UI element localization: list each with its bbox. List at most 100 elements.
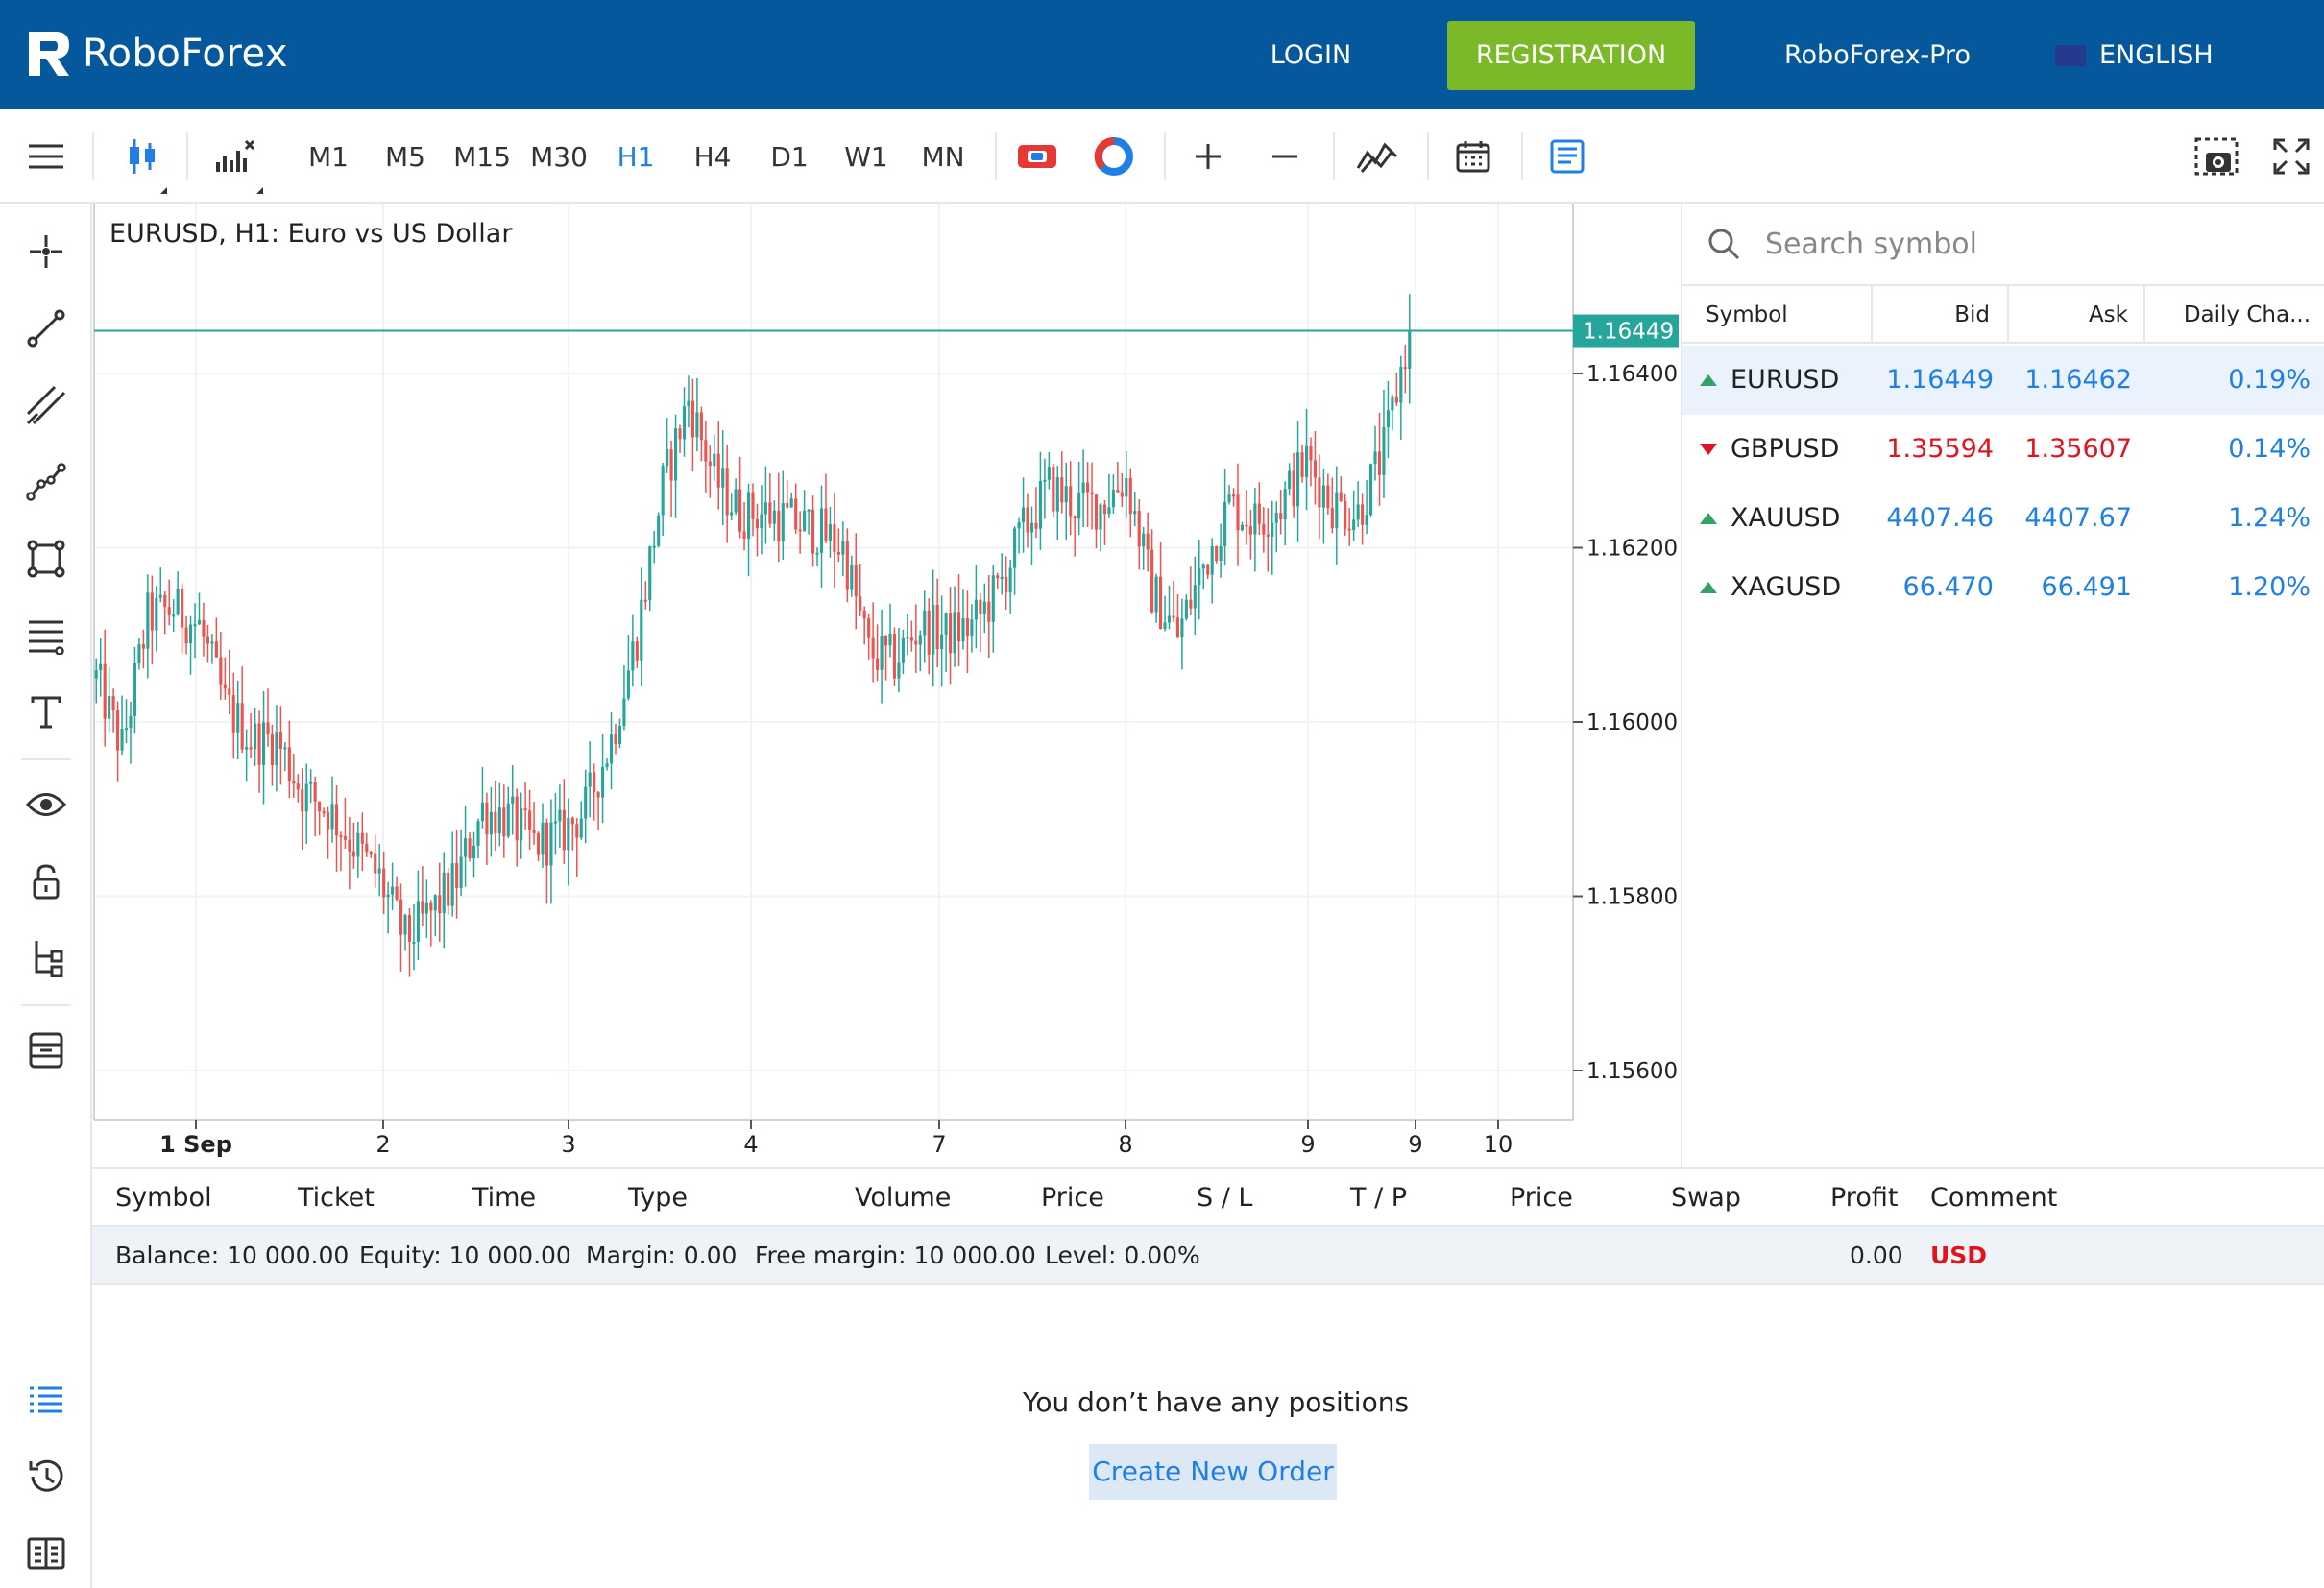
crosshair-icon[interactable] <box>17 223 75 280</box>
candle-body <box>626 670 630 699</box>
candle-body <box>1356 504 1360 520</box>
col-take-profit[interactable]: T / P <box>1350 1183 1408 1213</box>
candle-body <box>1240 524 1245 531</box>
lock-icon[interactable] <box>17 853 75 910</box>
zoom-in-icon[interactable] <box>1181 109 1235 204</box>
arrow-up-icon <box>1700 582 1717 593</box>
timeframe-h4[interactable]: H4 <box>693 140 732 173</box>
candle-body <box>549 822 553 866</box>
current-price-badge <box>1573 314 1679 348</box>
eye-icon[interactable] <box>17 776 75 833</box>
arrow-up-icon <box>1700 513 1717 524</box>
col-volume[interactable]: Volume <box>855 1183 952 1213</box>
timeframe-h1[interactable]: H1 <box>617 140 655 173</box>
chart-settings-icon[interactable] <box>1087 109 1141 204</box>
col-comment[interactable]: Comment <box>1930 1183 2058 1213</box>
fullscreen-icon[interactable] <box>2264 109 2318 204</box>
candle-body <box>515 796 519 841</box>
watchlist-row[interactable]: XAUUSD 4407.46 4407.67 1.24% <box>1682 484 2324 553</box>
candle-body <box>640 599 643 661</box>
candle-body <box>605 763 609 768</box>
column-bid[interactable]: Bid <box>1954 302 1990 327</box>
text-icon[interactable] <box>17 684 75 741</box>
candlestick-chart[interactable]: 1.16400 1.16200 1.16000 1.15800 1.15600 1 Sep… <box>92 204 1681 1167</box>
drawing-signal-icon[interactable] <box>1350 109 1404 204</box>
col-price[interactable]: Price <box>1041 1183 1104 1213</box>
parallel-lines-icon[interactable] <box>17 376 75 434</box>
timeframe-d1[interactable]: D1 <box>770 140 809 173</box>
candle-body <box>464 838 468 857</box>
candle-body <box>798 529 802 532</box>
candle-body <box>339 835 343 838</box>
col-type[interactable]: Type <box>628 1183 689 1213</box>
archive-icon[interactable] <box>17 1022 75 1079</box>
candle-body <box>1304 445 1309 477</box>
candle-body <box>1120 492 1124 497</box>
drawing-tools-sidebar <box>0 204 92 1588</box>
trendline-icon[interactable] <box>17 300 75 357</box>
history-icon[interactable] <box>17 1448 75 1505</box>
watchlist-row[interactable]: EURUSD 1.16449 1.16462 0.19% <box>1682 346 2324 415</box>
divider <box>1164 132 1166 180</box>
candle-body <box>901 638 905 663</box>
login-link[interactable]: LOGIN <box>1270 40 1352 70</box>
compare-icon[interactable] <box>1010 109 1064 204</box>
search-input[interactable] <box>1765 227 2264 261</box>
candle-body <box>897 662 901 679</box>
candle-body <box>884 635 888 646</box>
calendar-icon[interactable] <box>1446 109 1500 204</box>
symbol-search[interactable] <box>1682 204 2324 286</box>
document-icon[interactable] <box>1540 109 1594 204</box>
price-chart[interactable]: 1.16400 1.16200 1.16000 1.15800 1.15600 1 Sep… <box>92 204 1681 1167</box>
fibonacci-icon[interactable] <box>17 607 75 664</box>
timeframe-m5[interactable]: M5 <box>385 140 425 173</box>
watchlist-row[interactable]: XAGUSD 66.470 66.491 1.20% <box>1682 553 2324 622</box>
time-tick-label: 7 <box>932 1131 946 1158</box>
chart-title: EURUSD, H1: Euro vs US Dollar <box>109 219 513 249</box>
candle-body <box>914 640 918 645</box>
col-swap[interactable]: Swap <box>1671 1183 1741 1213</box>
divider <box>21 758 71 760</box>
column-symbol[interactable]: Symbol <box>1706 302 1788 327</box>
candle-body <box>261 722 266 765</box>
column-ask[interactable]: Ask <box>2088 302 2128 327</box>
candle-body <box>622 698 626 727</box>
col-current-price[interactable]: Price <box>1510 1183 1573 1213</box>
timeframe-m1[interactable]: M1 <box>308 140 349 173</box>
candle-body <box>1184 599 1188 619</box>
column-daily-change[interactable]: Daily Cha... <box>2183 302 2311 327</box>
tree-icon[interactable] <box>17 929 75 987</box>
daily-change: 0.19% <box>2228 365 2311 395</box>
col-ticket[interactable]: Ticket <box>298 1183 375 1213</box>
col-stop-loss[interactable]: S / L <box>1197 1183 1253 1213</box>
col-time[interactable]: Time <box>472 1183 537 1213</box>
timeframe-mn[interactable]: MN <box>921 140 965 173</box>
candlestick-chart-icon[interactable] <box>113 109 171 204</box>
positions-list-icon[interactable] <box>17 1371 75 1429</box>
col-symbol[interactable]: Symbol <box>115 1183 212 1213</box>
candle-body <box>1335 492 1339 529</box>
candle-body <box>356 832 360 857</box>
watchlist-row[interactable]: GBPUSD 1.35594 1.35607 0.14% <box>1682 415 2324 484</box>
candle-body <box>1005 576 1008 593</box>
candle-body <box>888 633 892 646</box>
timeframe-m30[interactable]: M30 <box>530 140 588 173</box>
polyline-icon[interactable] <box>17 453 75 511</box>
candle-body <box>730 512 734 516</box>
brand-logo[interactable]: RoboForex <box>27 27 288 81</box>
indicators-icon[interactable] <box>204 109 267 204</box>
roboforex-pro-link[interactable]: RoboForex-Pro <box>1783 40 1971 70</box>
zoom-out-icon[interactable] <box>1258 109 1312 204</box>
candle-body <box>970 619 974 637</box>
registration-button[interactable]: REGISTRATION <box>1447 21 1695 90</box>
create-new-order-button[interactable]: Create New Order <box>1089 1444 1337 1500</box>
timeframe-w1[interactable]: W1 <box>844 140 888 173</box>
col-profit[interactable]: Profit <box>1830 1183 1899 1213</box>
candle-body <box>819 508 824 553</box>
timeframe-m15[interactable]: M15 <box>453 140 511 173</box>
menu-icon[interactable] <box>17 109 75 204</box>
account-icon[interactable] <box>17 1525 75 1582</box>
rectangle-icon[interactable] <box>17 530 75 588</box>
screenshot-icon[interactable] <box>2188 109 2245 204</box>
language-selector[interactable]: ENGLISH <box>2055 21 2276 90</box>
